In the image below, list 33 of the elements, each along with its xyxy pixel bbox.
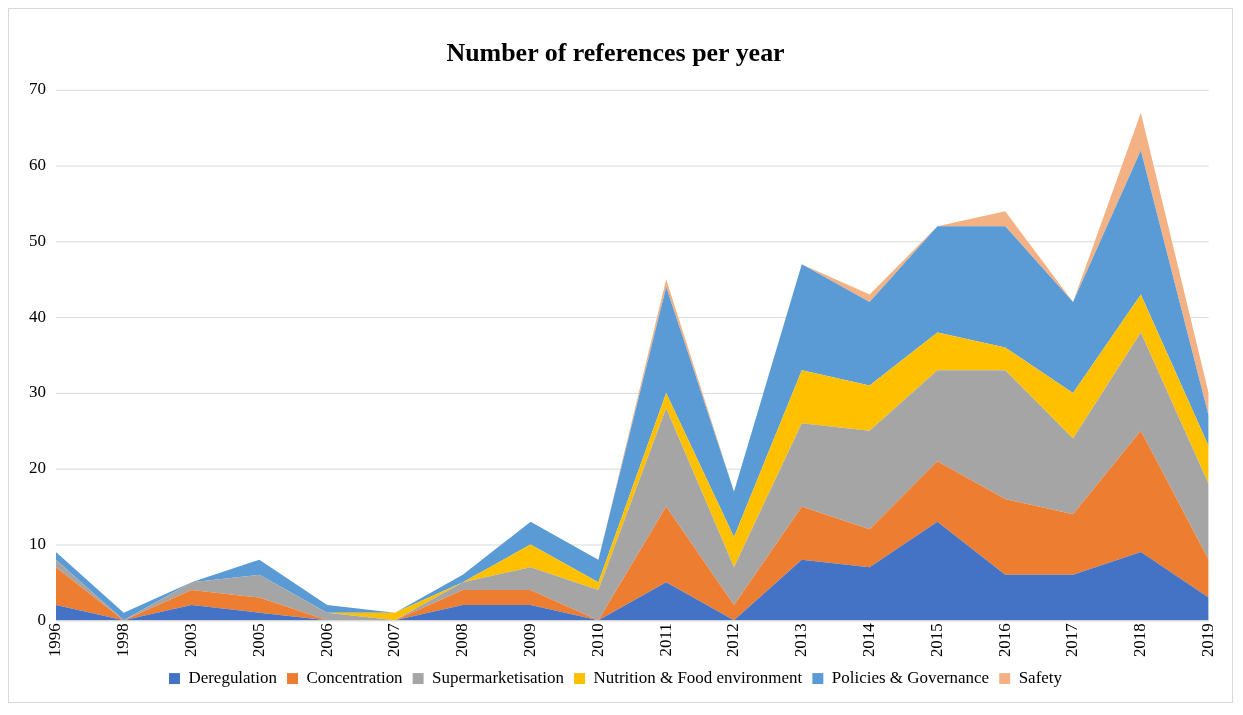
x-tick-label: 2019 xyxy=(1198,623,1218,658)
x-tick-label: 2005 xyxy=(248,623,268,658)
legend-label: Nutrition & Food environment xyxy=(593,668,803,688)
x-tick-label: 2012 xyxy=(723,623,743,658)
x-tick-label: 2018 xyxy=(1130,623,1150,658)
x-tick-label: 2014 xyxy=(859,622,879,658)
x-tick-label: 2003 xyxy=(180,623,200,658)
legend-label: Supermarketisation xyxy=(432,668,565,688)
x-tick-label: 2013 xyxy=(791,623,811,658)
legend-label: Deregulation xyxy=(188,668,278,688)
y-tick-label: 10 xyxy=(28,533,46,553)
x-tick-label: 2016 xyxy=(994,623,1014,658)
x-tick-label: 1996 xyxy=(45,623,65,658)
legend-label: Policies & Governance xyxy=(831,668,990,688)
y-tick-label: 70 xyxy=(28,79,46,99)
y-tick-label: 30 xyxy=(28,382,46,402)
y-tick-label: 0 xyxy=(37,609,46,629)
x-tick-label: 2015 xyxy=(926,623,946,658)
x-tick-label: 2006 xyxy=(316,623,336,658)
x-tick-label: 1998 xyxy=(113,623,133,658)
x-tick-label: 2007 xyxy=(384,623,404,658)
y-tick-label: 20 xyxy=(28,458,46,478)
y-tick-label: 50 xyxy=(28,230,46,250)
x-tick-label: 2008 xyxy=(452,623,472,658)
chart-title: Number of references per year xyxy=(446,38,785,68)
x-tick-label: 2011 xyxy=(655,623,675,657)
y-tick-label: 60 xyxy=(28,155,46,175)
x-tick-label: 2010 xyxy=(587,623,607,658)
x-tick-label: 2017 xyxy=(1062,623,1082,658)
legend-label: Safety xyxy=(1018,668,1063,688)
x-tick-label: 2009 xyxy=(520,623,540,658)
legend-label: Concentration xyxy=(306,668,404,688)
y-tick-label: 40 xyxy=(28,306,46,326)
